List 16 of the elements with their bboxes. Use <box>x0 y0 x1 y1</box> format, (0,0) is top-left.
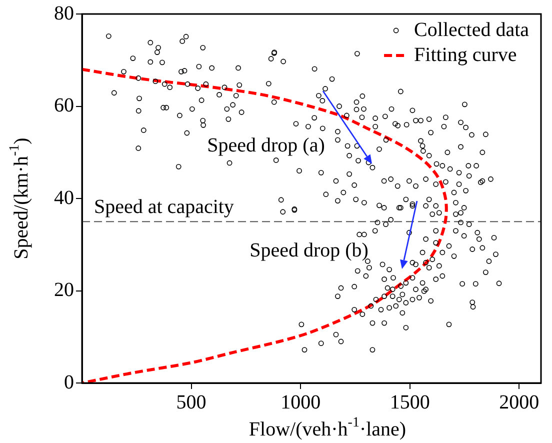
annotation: Speed drop (b) <box>250 239 368 262</box>
y-axis-title: Speed/(km·h-1) <box>8 138 32 260</box>
y-tick-label: 0 <box>64 371 74 394</box>
legend-label: Collected data <box>414 18 530 41</box>
line-series <box>82 68 448 383</box>
legend-label: Fitting curve <box>414 44 517 66</box>
y-tick-label: 80 <box>54 2 74 24</box>
y-tick-label: 60 <box>54 94 74 116</box>
annotation: Speed drop (a) <box>207 134 325 156</box>
x-tick-label: 1000 <box>280 391 321 414</box>
y-tick-label: 20 <box>54 279 74 301</box>
x-tick-label: 500 <box>176 391 206 414</box>
x-tick-label: 2000 <box>499 391 540 414</box>
y-tick-label: 40 <box>54 186 74 209</box>
x-tick-label: 1500 <box>390 391 430 414</box>
ref-line-label: Speed at capacity <box>94 196 234 218</box>
